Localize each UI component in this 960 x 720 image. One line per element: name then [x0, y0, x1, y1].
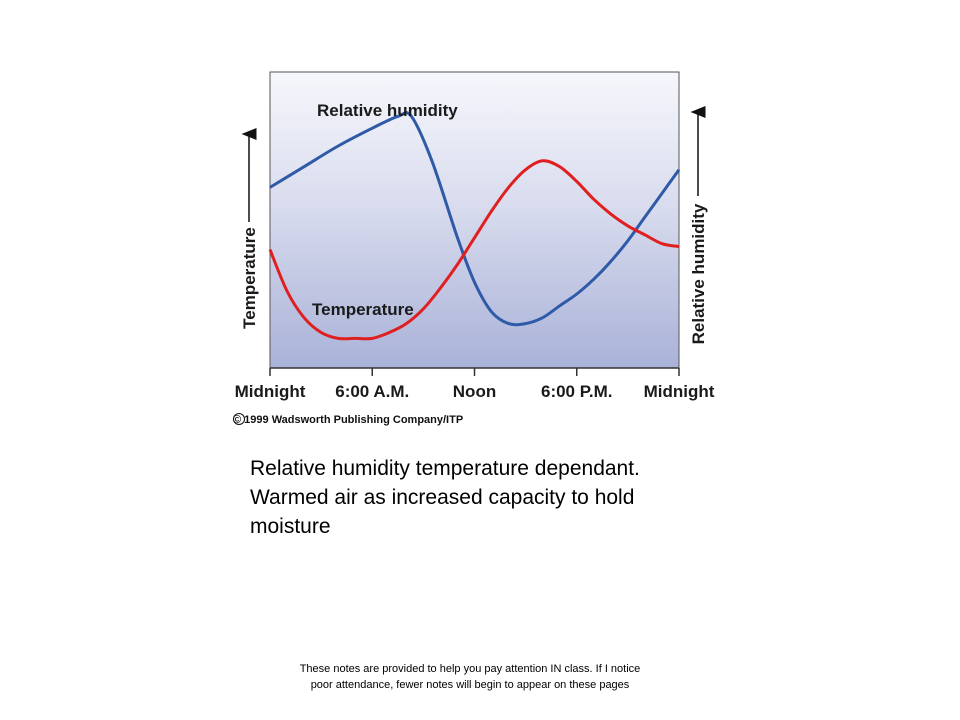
caption-line-3: moisture: [250, 515, 331, 538]
x-tick-label: 6:00 P.M.: [541, 382, 613, 401]
footer-line-2: poor attendance, fewer notes will begin …: [310, 679, 630, 691]
series-line-temperature: [268, 159, 680, 341]
x-tick-label: Noon: [453, 382, 496, 401]
copyright-text: © 1999 Wadsworth Publishing Company/ITP: [233, 414, 463, 426]
y-axis-label-right: Relative humidity: [689, 203, 708, 344]
series-label-temperature: Temperature: [312, 300, 414, 319]
copyright-mark: [233, 413, 245, 425]
caption-line-2: Warmed air as increased capacity to hold: [250, 486, 635, 509]
caption: Relative humidity temperature dependant.…: [250, 454, 730, 541]
series-label-relative-humidity: Relative humidity: [317, 101, 458, 120]
footer-line-1: These notes are provided to help you pay…: [299, 663, 641, 675]
caption-line-1: Relative humidity temperature dependant.: [250, 457, 640, 480]
x-tick-label: Midnight: [644, 382, 715, 401]
x-labels: Midnight 6:00 A.M. Noon 6:00 P.M. Midnight: [235, 382, 715, 401]
plot-area: [269, 71, 680, 369]
y-axis-label-left: Temperature: [240, 227, 259, 329]
x-ticks: [269, 368, 680, 376]
series-line-relative-humidity: [269, 111, 681, 327]
x-tick-label: 6:00 A.M.: [335, 382, 409, 401]
x-tick-label: Midnight: [235, 382, 306, 401]
footer-note: These notes are provided to help you pay…: [230, 661, 710, 693]
series-lines: [268, 111, 681, 341]
